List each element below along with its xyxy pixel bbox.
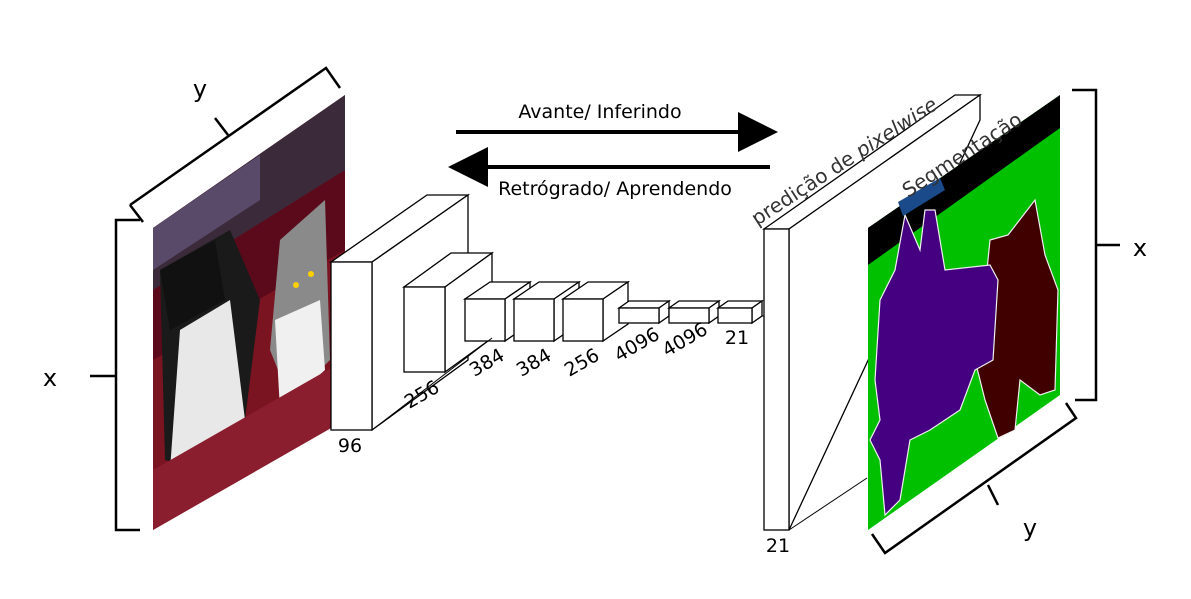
- forward-label: Avante/ Inferindo: [518, 101, 681, 123]
- layer-block-6: [616, 299, 672, 325]
- layer-block-7: [666, 299, 722, 325]
- layer-block-5: [560, 280, 631, 343]
- layer-label-7: 4096: [659, 318, 712, 361]
- input-axis-x-label: x: [43, 364, 57, 392]
- segmentation-axes: [870, 88, 1120, 555]
- layer-label-4: 384: [513, 344, 555, 381]
- backward-label: Retrógrado/ Aprendendo: [498, 178, 732, 200]
- segmentation-image: [868, 95, 1060, 530]
- layer-block-8: [715, 299, 765, 325]
- seg-axis-y-label: y: [1023, 514, 1037, 542]
- layer-label-1: 96: [338, 435, 362, 457]
- layer-label-8: 21: [725, 327, 749, 349]
- output-layer-label: 21: [766, 535, 790, 557]
- layer-block-2: [401, 251, 495, 374]
- input-image: [153, 95, 345, 530]
- layer-label-5: 256: [561, 344, 603, 381]
- seg-axis-x-label: x: [1133, 234, 1147, 262]
- input-axis-y-label: y: [193, 75, 207, 103]
- input-axes: [90, 66, 342, 532]
